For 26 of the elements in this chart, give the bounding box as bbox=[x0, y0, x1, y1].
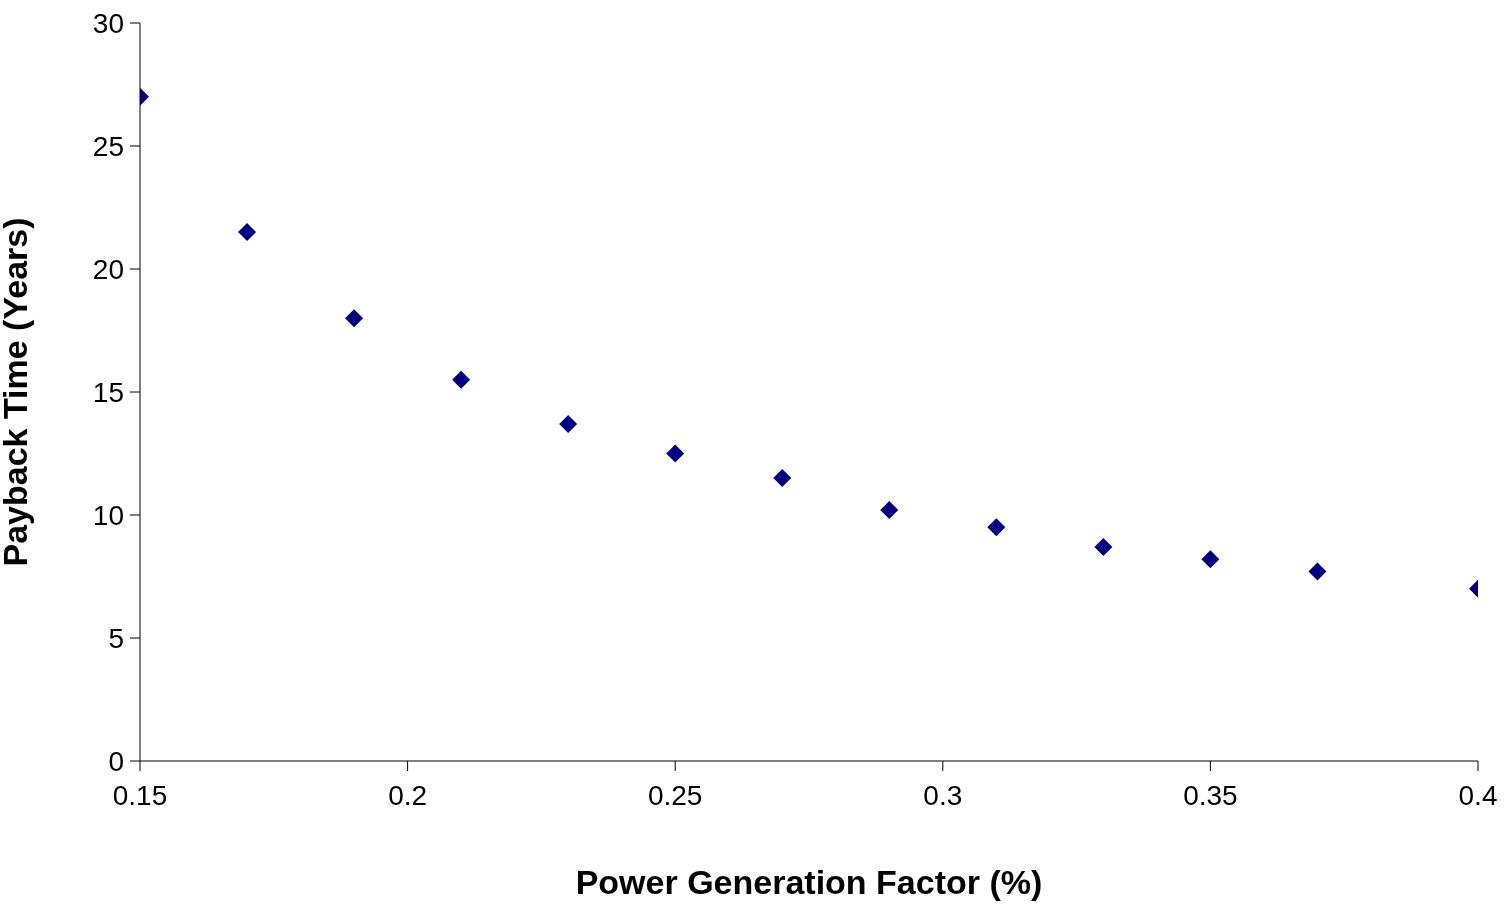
x-tick-label: 0.4 bbox=[1458, 779, 1498, 811]
x-axis-title: Power Generation Factor (%) bbox=[575, 863, 1043, 901]
y-tick-label: 5 bbox=[108, 622, 124, 654]
y-tick-label: 30 bbox=[92, 7, 124, 39]
x-tick-label: 0.3 bbox=[923, 779, 963, 811]
y-tick-label: 10 bbox=[92, 499, 124, 531]
y-tick-label: 20 bbox=[92, 253, 124, 285]
point bbox=[880, 501, 899, 520]
point bbox=[452, 370, 471, 389]
point bbox=[238, 223, 257, 242]
point bbox=[1094, 537, 1113, 556]
point bbox=[987, 518, 1006, 537]
x-tick-label: 0.15 bbox=[112, 779, 168, 811]
y-tick-label: 25 bbox=[92, 130, 124, 162]
y-axis-title: Payback Time (Years) bbox=[0, 217, 35, 567]
point bbox=[559, 414, 578, 433]
y-tick-label: 15 bbox=[92, 376, 124, 408]
x-tick-label: 0.25 bbox=[647, 779, 703, 811]
point bbox=[773, 469, 792, 488]
point bbox=[666, 444, 685, 463]
point bbox=[1308, 562, 1327, 581]
point bbox=[1201, 550, 1220, 569]
point bbox=[345, 309, 364, 328]
y-tick-label: 0 bbox=[108, 745, 124, 777]
x-tick-label: 0.35 bbox=[1183, 779, 1238, 811]
x-tick-label: 0.2 bbox=[388, 779, 428, 811]
